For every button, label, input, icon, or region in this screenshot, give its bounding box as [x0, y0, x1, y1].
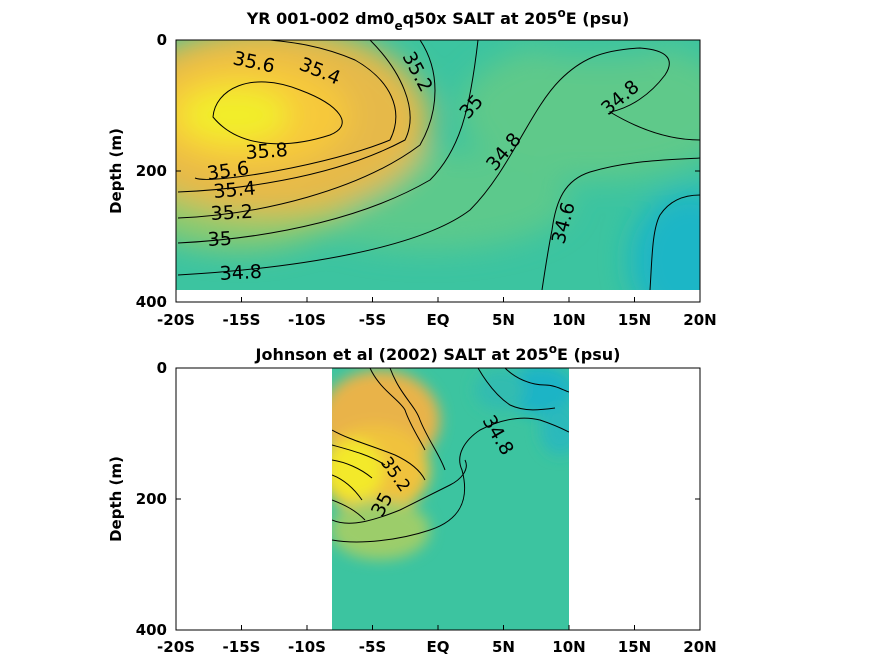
bottom-x-tick-label: 15N	[618, 638, 651, 656]
bottom-salinity-field	[332, 368, 569, 630]
bottom-y-tick-label: 200	[136, 490, 167, 508]
bottom-y-axis-label: Depth (m)	[107, 456, 125, 542]
top-x-tick-label: -20S	[157, 311, 195, 329]
top-x-tick-label: -10S	[288, 311, 326, 329]
bottom-contour-lines	[332, 368, 569, 543]
top-x-ticks: -20S -15S -10S -5S EQ 5N 10N 15N 20N	[157, 297, 717, 329]
bottom-x-tick-label: 5N	[492, 638, 515, 656]
bottom-chart-title: Johnson et al (2002) SALT at 205oE (psu)	[255, 342, 621, 364]
top-x-tick-label: 15N	[618, 311, 651, 329]
bottom-x-tick-label: 10N	[552, 638, 585, 656]
bottom-x-tick-label: -20S	[157, 638, 195, 656]
top-contour-label: 35.8	[245, 139, 289, 164]
top-y-axis-label: Depth (m)	[107, 128, 125, 214]
top-contour-label: 35	[207, 228, 232, 251]
bottom-x-tick-label: 20N	[683, 638, 716, 656]
top-y-tick-label: 200	[136, 162, 167, 180]
top-contour-label: 35.2	[210, 201, 253, 225]
top-x-tick-label: 5N	[492, 311, 515, 329]
top-x-tick-label: 10N	[552, 311, 585, 329]
top-panel: YR 001-002 dm0eq50x SALT at 205oE (psu)	[107, 6, 717, 329]
top-contour-label: 35.4	[213, 177, 257, 203]
bottom-y-ticks: 0 200 400	[136, 359, 700, 639]
bottom-x-tick-label: -10S	[288, 638, 326, 656]
top-y-tick-label: 400	[136, 293, 167, 311]
top-chart-title: YR 001-002 dm0eq50x SALT at 205oE (psu)	[246, 6, 630, 33]
top-x-tick-label: -5S	[359, 311, 386, 329]
bottom-x-tick-label: -15S	[223, 638, 261, 656]
top-x-tick-label: -15S	[223, 311, 261, 329]
bottom-x-ticks: -20S -15S -10S -5S EQ 5N 10N 15N 20N	[157, 625, 717, 656]
bottom-y-tick-label: 400	[136, 621, 167, 639]
top-contour-lines	[177, 40, 700, 290]
top-contour-label: 34.8	[219, 261, 262, 285]
top-salinity-field	[176, 40, 700, 290]
top-y-ticks: 0 200 400	[136, 31, 700, 311]
bottom-panel: Johnson et al (2002) SALT at 205oE (psu)	[107, 342, 717, 656]
top-x-tick-label: EQ	[427, 311, 450, 329]
bottom-x-tick-label: EQ	[427, 638, 450, 656]
bottom-y-tick-label: 0	[157, 359, 167, 377]
bottom-x-tick-label: -5S	[359, 638, 386, 656]
top-x-tick-label: 20N	[683, 311, 716, 329]
top-y-tick-label: 0	[157, 31, 167, 49]
